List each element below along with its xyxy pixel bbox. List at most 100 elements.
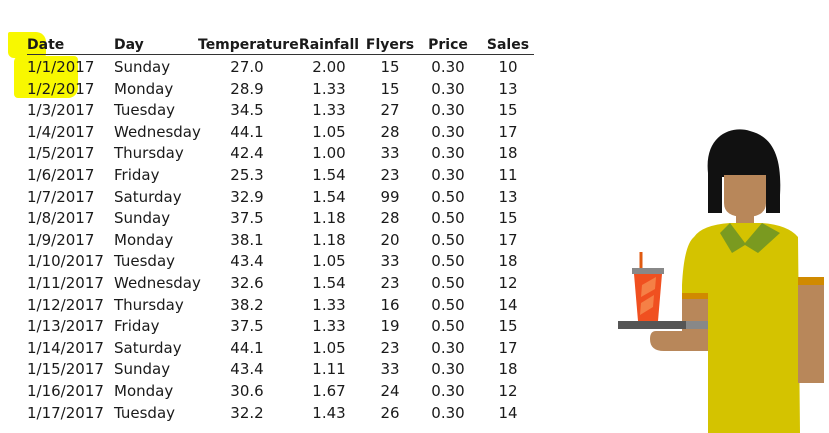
cell-sales[interactable]: 17 bbox=[498, 338, 518, 357]
cell-temperature[interactable]: 30.6 bbox=[230, 382, 264, 400]
cell-day[interactable]: Wednesday bbox=[114, 274, 201, 292]
cell-sales[interactable]: 13 bbox=[498, 79, 518, 98]
cell-day[interactable]: Thursday bbox=[114, 144, 184, 163]
table-row[interactable]: 1/17/2017 Tuesday 32.2 1.43 26 0.30 14 bbox=[0, 402, 540, 424]
cell-sales[interactable]: 18 bbox=[498, 144, 518, 163]
cell-flyers[interactable]: 15 bbox=[380, 79, 400, 98]
cell-date[interactable]: 1/7/2017 bbox=[27, 187, 95, 206]
cell-price[interactable]: 0.50 bbox=[431, 209, 465, 228]
cell-sales[interactable]: 17 bbox=[498, 230, 518, 249]
table-row[interactable]: 1/3/2017 Tuesday 34.5 1.33 27 0.30 15 bbox=[0, 99, 540, 121]
cell-day[interactable]: Friday bbox=[114, 317, 160, 336]
cell-price[interactable]: 0.30 bbox=[431, 144, 465, 163]
cell-temperature[interactable]: 34.5 bbox=[230, 101, 264, 120]
cell-day[interactable]: Sunday bbox=[114, 360, 171, 379]
cell-flyers[interactable]: 20 bbox=[380, 230, 400, 249]
cell-temperature[interactable]: 43.4 bbox=[230, 252, 264, 271]
cell-sales[interactable]: 13 bbox=[498, 187, 518, 206]
table-row[interactable]: 1/10/2017 Tuesday 43.4 1.05 33 0.50 18 bbox=[0, 250, 540, 272]
cell-date[interactable]: 1/11/2017 bbox=[27, 274, 104, 292]
table-row[interactable]: 1/11/2017 Wednesday 32.6 1.54 23 0.50 12 bbox=[0, 272, 540, 294]
cell-sales[interactable]: 15 bbox=[498, 317, 518, 336]
cell-price[interactable]: 0.30 bbox=[431, 58, 465, 76]
cell-date[interactable]: 1/6/2017 bbox=[27, 166, 95, 184]
cell-flyers[interactable]: 33 bbox=[380, 144, 400, 163]
cell-sales[interactable]: 11 bbox=[498, 166, 518, 184]
cell-day[interactable]: Sunday bbox=[114, 209, 171, 228]
cell-flyers[interactable]: 15 bbox=[380, 58, 400, 76]
cell-sales[interactable]: 12 bbox=[498, 382, 518, 400]
table-row[interactable]: 1/16/2017 Monday 30.6 1.67 24 0.30 12 bbox=[0, 380, 540, 402]
cell-day[interactable]: Monday bbox=[114, 79, 174, 98]
cell-sales[interactable]: 14 bbox=[498, 403, 518, 422]
cell-rainfall[interactable]: 1.18 bbox=[312, 230, 346, 249]
cell-day[interactable]: Wednesday bbox=[114, 122, 201, 141]
table-row[interactable]: 1/7/2017 Saturday 32.9 1.54 99 0.50 13 bbox=[0, 186, 540, 208]
cell-rainfall[interactable]: 1.67 bbox=[312, 382, 346, 400]
cell-price[interactable]: 0.30 bbox=[431, 382, 465, 400]
cell-day[interactable]: Sunday bbox=[114, 58, 171, 76]
cell-flyers[interactable]: 26 bbox=[380, 403, 400, 422]
cell-flyers[interactable]: 33 bbox=[380, 252, 400, 271]
cell-price[interactable]: 0.50 bbox=[431, 317, 465, 336]
cell-rainfall[interactable]: 1.54 bbox=[312, 187, 346, 206]
cell-date[interactable]: 1/13/2017 bbox=[27, 317, 104, 336]
cell-sales[interactable]: 14 bbox=[498, 295, 518, 314]
cell-sales[interactable]: 10 bbox=[498, 58, 518, 76]
cell-price[interactable]: 0.30 bbox=[431, 166, 465, 184]
cell-date[interactable]: 1/4/2017 bbox=[27, 122, 95, 141]
cell-price[interactable]: 0.30 bbox=[431, 79, 465, 98]
cell-rainfall[interactable]: 1.33 bbox=[312, 79, 346, 98]
cell-sales[interactable]: 15 bbox=[498, 101, 518, 120]
cell-temperature[interactable]: 28.9 bbox=[230, 79, 264, 98]
cell-rainfall[interactable]: 1.33 bbox=[312, 295, 346, 314]
cell-rainfall[interactable]: 1.33 bbox=[312, 317, 346, 336]
table-row[interactable]: 1/8/2017 Sunday 37.5 1.18 28 0.50 15 bbox=[0, 207, 540, 229]
cell-day[interactable]: Friday bbox=[114, 166, 160, 184]
header-date[interactable]: Date bbox=[27, 37, 65, 53]
header-temperature[interactable]: Temperature bbox=[198, 37, 299, 53]
table-row[interactable]: 1/2/2017 Monday 28.9 1.33 15 0.30 13 bbox=[0, 78, 540, 100]
cell-price[interactable]: 0.50 bbox=[431, 252, 465, 271]
cell-date[interactable]: 1/10/2017 bbox=[27, 252, 104, 271]
cell-day[interactable]: Tuesday bbox=[114, 252, 176, 271]
cell-rainfall[interactable]: 1.05 bbox=[312, 338, 346, 357]
cell-flyers[interactable]: 28 bbox=[380, 209, 400, 228]
cell-date[interactable]: 1/1/2017 bbox=[27, 58, 95, 76]
cell-day[interactable]: Saturday bbox=[114, 187, 182, 206]
cell-rainfall[interactable]: 1.54 bbox=[312, 274, 346, 292]
table-row[interactable]: 1/13/2017 Friday 37.5 1.33 19 0.50 15 bbox=[0, 315, 540, 337]
cell-date[interactable]: 1/9/2017 bbox=[27, 230, 95, 249]
cell-rainfall[interactable]: 1.11 bbox=[312, 360, 346, 379]
cell-rainfall[interactable]: 1.33 bbox=[312, 101, 346, 120]
cell-rainfall[interactable]: 2.00 bbox=[312, 58, 346, 76]
header-sales[interactable]: Sales bbox=[486, 37, 530, 53]
cell-price[interactable]: 0.50 bbox=[431, 187, 465, 206]
cell-date[interactable]: 1/12/2017 bbox=[27, 295, 104, 314]
table-row[interactable]: 1/4/2017 Wednesday 44.1 1.05 28 0.30 17 bbox=[0, 121, 540, 143]
cell-price[interactable]: 0.50 bbox=[431, 230, 465, 249]
cell-day[interactable]: Monday bbox=[114, 382, 174, 400]
cell-temperature[interactable]: 37.5 bbox=[230, 317, 264, 336]
cell-date[interactable]: 1/2/2017 bbox=[27, 79, 95, 98]
cell-temperature[interactable]: 27.0 bbox=[230, 58, 264, 76]
cell-temperature[interactable]: 38.1 bbox=[230, 230, 264, 249]
cell-day[interactable]: Thursday bbox=[114, 295, 184, 314]
table-row[interactable]: 1/14/2017 Saturday 44.1 1.05 23 0.30 17 bbox=[0, 337, 540, 359]
cell-price[interactable]: 0.30 bbox=[431, 101, 465, 120]
header-rainfall[interactable]: Rainfall bbox=[298, 37, 360, 53]
cell-date[interactable]: 1/17/2017 bbox=[27, 403, 104, 422]
cell-flyers[interactable]: 23 bbox=[380, 274, 400, 292]
cell-date[interactable]: 1/8/2017 bbox=[27, 209, 95, 228]
header-price[interactable]: Price bbox=[428, 37, 468, 53]
cell-price[interactable]: 0.30 bbox=[431, 360, 465, 379]
cell-sales[interactable]: 15 bbox=[498, 209, 518, 228]
cell-temperature[interactable]: 25.3 bbox=[230, 166, 264, 184]
cell-flyers[interactable]: 23 bbox=[380, 338, 400, 357]
cell-price[interactable]: 0.50 bbox=[431, 274, 465, 292]
cell-flyers[interactable]: 19 bbox=[380, 317, 400, 336]
cell-price[interactable]: 0.30 bbox=[431, 122, 465, 141]
cell-day[interactable]: Tuesday bbox=[114, 403, 176, 422]
cell-date[interactable]: 1/16/2017 bbox=[27, 382, 104, 400]
cell-rainfall[interactable]: 1.54 bbox=[312, 166, 346, 184]
